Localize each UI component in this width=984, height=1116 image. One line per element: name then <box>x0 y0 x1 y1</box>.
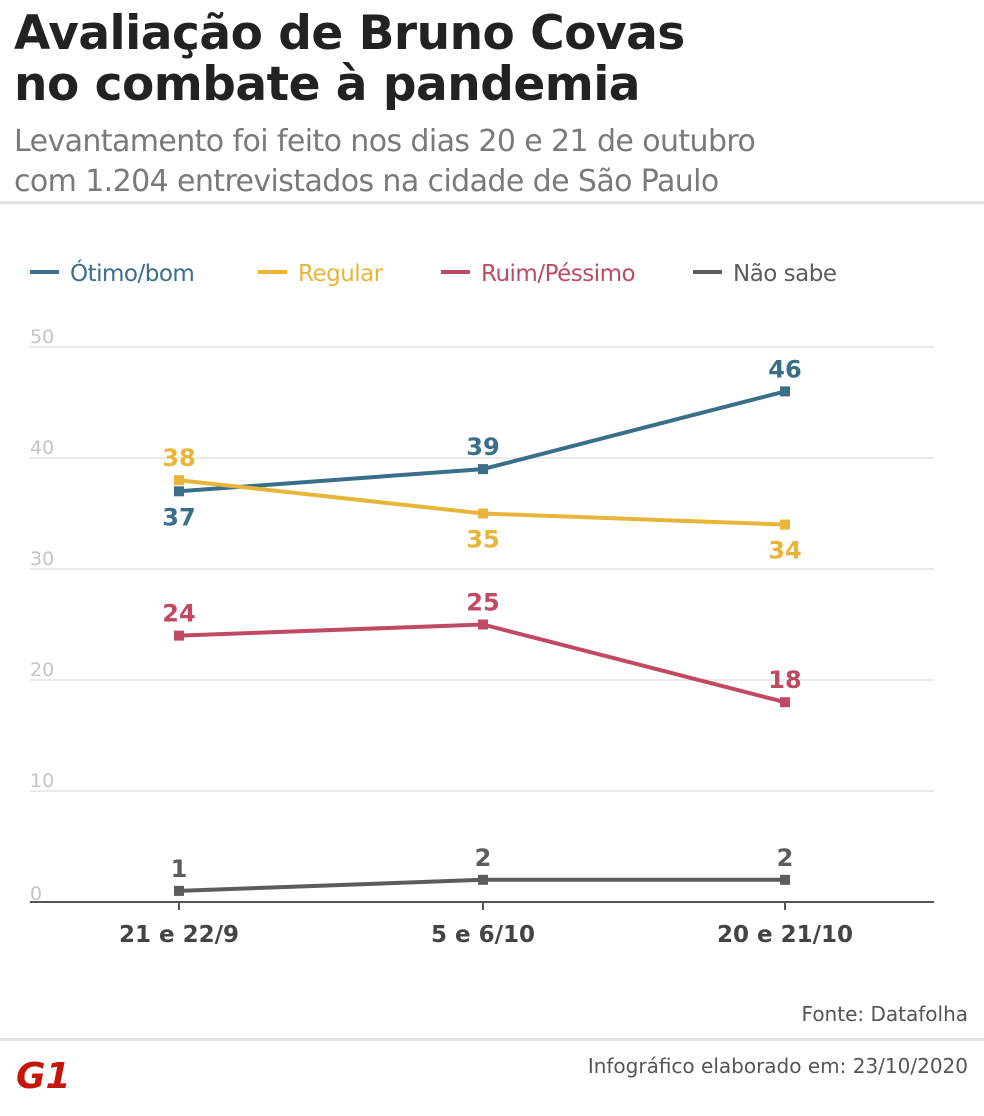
g1-logo: G1 <box>14 1054 76 1094</box>
top-divider <box>0 201 984 204</box>
data-label-regular-1: 35 <box>466 526 499 554</box>
y-tick-label-20: 20 <box>30 659 54 681</box>
source-note: Fonte: Datafolha <box>801 1002 968 1026</box>
title-line-2: no combate à pandemia <box>14 57 641 112</box>
data-label-regular-0: 38 <box>162 444 195 472</box>
g1-logo-text: G1 <box>16 1056 71 1094</box>
y-tick-label-30: 30 <box>30 548 54 570</box>
line-chart: 0 10 20 30 40 50 21 e 22/9 5 e 6/10 20 e 21/10 Ót… <box>30 259 934 948</box>
title-line-1: Avaliação de Bruno Covas <box>14 6 685 61</box>
data-point-ruim-0 <box>174 630 184 641</box>
data-point-nao_sabe-1 <box>478 874 488 885</box>
data-point-ruim-1 <box>478 619 488 630</box>
y-tick-label-40: 40 <box>30 437 54 459</box>
data-point-regular-2 <box>780 519 790 530</box>
data-point-regular-0 <box>174 475 184 486</box>
legend-label-ruim: Ruim/Péssimo <box>481 261 635 287</box>
data-label-ruim-0: 24 <box>162 600 195 628</box>
data-point-otimo-1 <box>478 464 488 475</box>
data-point-regular-1 <box>478 508 488 519</box>
legend-label-otimo: Ótimo/bom <box>70 259 194 287</box>
data-point-otimo-2 <box>780 386 790 397</box>
chart-subtitle: Levantamento foi feito nos dias 20 e 21 … <box>14 122 756 202</box>
data-label-nao_sabe-1: 2 <box>475 844 492 872</box>
y-tick-label-50: 50 <box>30 326 54 348</box>
bottom-divider <box>0 1038 984 1041</box>
data-label-nao_sabe-2: 2 <box>777 844 794 872</box>
data-point-nao_sabe-0 <box>174 885 184 896</box>
credit-note: Infográfico elaborado em: 23/10/2020 <box>587 1054 968 1078</box>
data-point-ruim-2 <box>780 697 790 708</box>
data-label-otimo-1: 39 <box>466 433 499 461</box>
x-tick-label-0: 21 e 22/9 <box>119 922 239 948</box>
data-label-ruim-2: 18 <box>768 666 801 694</box>
chart-title: Avaliação de Bruno Covas no combate à pa… <box>14 8 685 110</box>
x-tick-label-1: 5 e 6/10 <box>431 922 535 948</box>
data-point-otimo-0 <box>174 486 184 497</box>
data-label-ruim-1: 25 <box>466 589 499 617</box>
x-tick-label-2: 20 e 21/10 <box>717 922 853 948</box>
data-point-nao_sabe-2 <box>780 874 790 885</box>
subtitle-line-2: com 1.204 entrevistados na cidade de São… <box>14 164 719 199</box>
y-tick-label-0: 0 <box>30 883 42 905</box>
legend-label-regular: Regular <box>298 261 384 287</box>
subtitle-line-1: Levantamento foi feito nos dias 20 e 21 … <box>14 124 756 159</box>
data-label-nao_sabe-0: 1 <box>171 855 188 883</box>
y-tick-label-10: 10 <box>30 770 54 792</box>
legend-label-nao_sabe: Não sabe <box>733 261 837 287</box>
series-line-ruim <box>178 622 786 705</box>
data-label-otimo-2: 46 <box>768 355 801 383</box>
data-label-otimo-0: 37 <box>162 503 195 531</box>
data-label-regular-2: 34 <box>768 537 801 565</box>
